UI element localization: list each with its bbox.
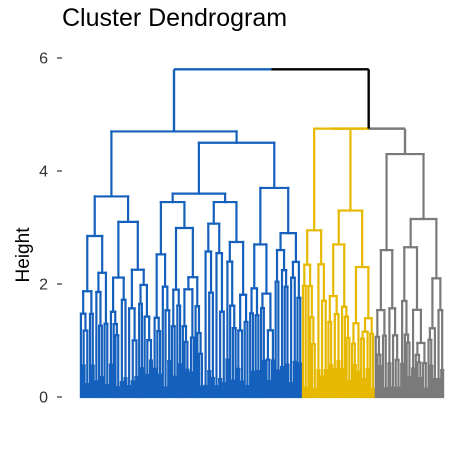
chart-title: Cluster Dendrogram <box>62 4 288 32</box>
y-axis: 0 2 4 6 <box>39 51 62 407</box>
y-tick-label-6: 6 <box>39 51 48 68</box>
y-axis-title: Height <box>13 227 34 283</box>
dendrogram-tree <box>79 68 445 399</box>
y-tick-label-0: 0 <box>39 390 48 407</box>
y-tick-label-4: 4 <box>39 164 48 181</box>
y-tick-label-2: 2 <box>39 277 48 294</box>
